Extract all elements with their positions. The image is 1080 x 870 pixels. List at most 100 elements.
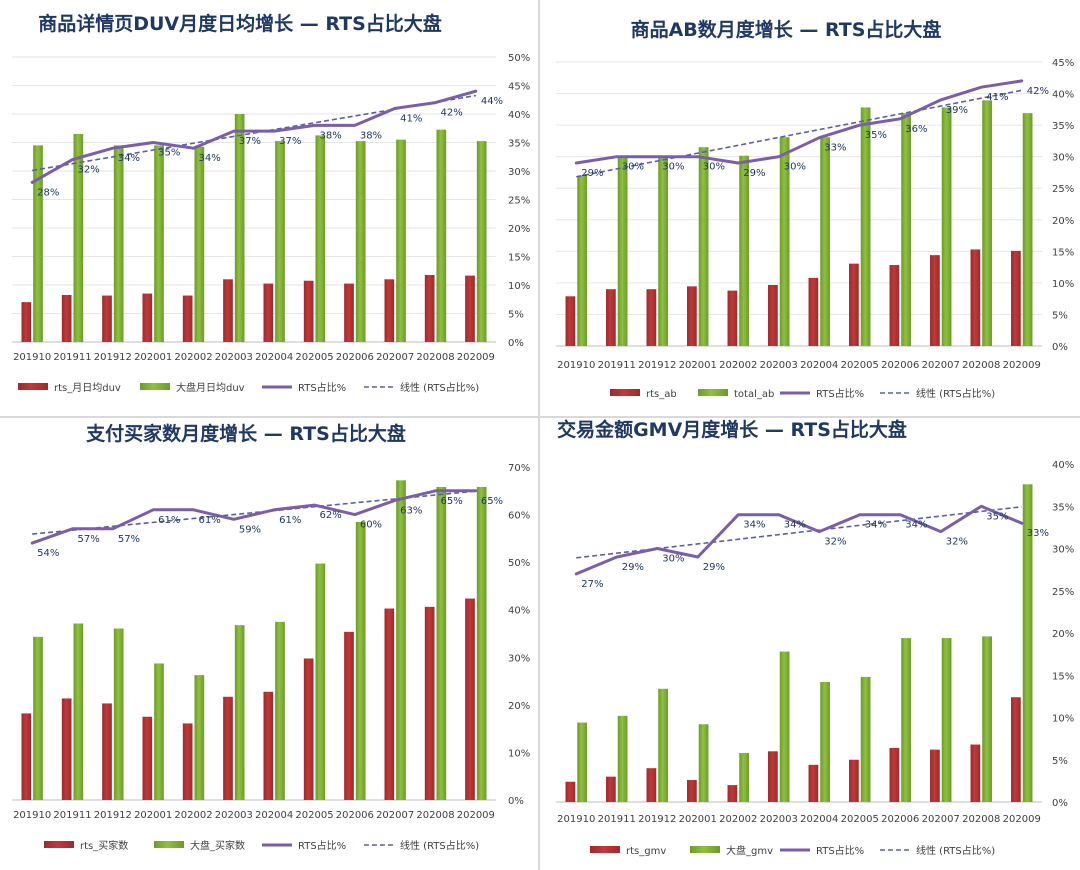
bar-rts [808,277,819,346]
ratio-data-label: 35% [158,148,180,159]
legend-label: rts_买家数 [80,839,128,852]
bar-total [154,663,164,800]
x-tick-label: 202006 [881,360,919,371]
chart-2: 商品AB数月度增长 — RTS占比大盘 0% 5% 10% 15% 20% 25% 30% 35… [556,18,1074,400]
bar-total [113,145,124,342]
y-tick-label: 20% [508,701,530,712]
bar-rts [263,283,274,342]
ratio-data-label: 57% [118,534,140,545]
y-tick-label: 5% [1052,756,1068,767]
bar-total [739,155,749,346]
y-tick-label: 0% [508,338,524,349]
y-tick-label: 50% [508,53,530,64]
ratio-data-label: 30% [784,162,806,173]
legend-label: 大盘_买家数 [190,839,245,852]
chart-title: 商品AB数月度增长 — RTS占比大盘 [631,18,942,41]
x-tick-label: 202007 [922,360,960,371]
bar-total [698,724,709,802]
x-tick-label: 202003 [760,360,798,371]
bar-rts [102,295,112,342]
legend-label: 线性 (RTS占比%) [400,839,479,852]
ratio-data-label: 34% [199,153,221,164]
ratio-data-label: 34% [905,520,927,531]
bar-total [234,114,245,342]
bar-rts [21,302,32,342]
ratio-data-label: 32% [78,165,100,176]
bar-total [436,486,447,800]
y-tick-label: 40% [508,110,530,121]
bar-rts [849,263,859,346]
legend-swatch-total [154,841,184,848]
legend-label: RTS占比% [298,839,346,852]
bar-total [941,638,952,802]
ratio-data-label: 60% [360,520,382,531]
ratio-data-label: 38% [320,130,342,141]
bar-rts [142,716,153,800]
bar-rts [727,290,738,346]
bar-rts [223,696,233,800]
ratio-data-label: 35% [865,130,887,141]
bar-rts [970,249,981,346]
ratio-data-label: 44% [481,96,503,107]
ratio-data-label: 30% [622,162,644,173]
bar-rts [303,280,314,342]
ratio-data-label: 35% [986,511,1008,522]
bar-total [73,623,84,800]
legend-swatch-total [690,846,720,853]
bar-total [396,480,406,800]
bar-rts [1011,250,1021,346]
bar-total [154,145,164,342]
y-tick-label: 35% [1052,502,1074,513]
x-tick-label: 202002 [174,810,212,821]
bar-rts [808,764,819,802]
y-tick-label: 35% [1052,121,1074,132]
bar-rts [102,703,112,800]
y-tick-label: 20% [1052,216,1074,227]
x-tick-label: 202004 [800,814,838,825]
x-tick-label: 202005 [841,814,879,825]
bar-rts [142,293,153,342]
bar-rts [61,698,72,800]
x-tick-label: 202004 [255,352,293,363]
bar-rts [182,295,193,342]
y-tick-label: 40% [508,606,530,617]
bar-rts [303,658,314,800]
legend-label: total_ab [734,389,774,400]
ratio-data-label: 29% [703,562,725,573]
bar-rts [465,598,475,800]
ratio-data-label: 42% [1027,86,1049,97]
bar-total [33,145,43,342]
ratio-data-label: 41% [986,92,1008,103]
bar-total [315,135,326,342]
y-tick-label: 30% [508,167,530,178]
x-tick-label: 202009 [457,352,495,363]
bar-rts [384,279,395,342]
legend-label: 线性 (RTS占比%) [916,844,995,857]
x-tick-label: 202004 [255,810,293,821]
bar-rts [565,781,576,802]
legend-swatch-total [140,383,170,390]
bar-total [396,139,406,342]
ratio-data-label: 33% [824,143,846,154]
x-tick-label: 201910 [557,360,595,371]
x-tick-label: 202006 [881,814,919,825]
legend-label: 大盘_gmv [726,844,773,857]
bar-total [982,100,992,346]
legend-swatch-rts [590,846,620,853]
legend-label: rts_ab [646,389,677,400]
bar-total [698,147,709,346]
bar-total [1022,484,1033,802]
ratio-data-label: 32% [824,537,846,548]
x-tick-label: 202005 [295,810,333,821]
x-tick-label: 202004 [800,360,838,371]
y-tick-label: 30% [1052,545,1074,556]
bar-rts [606,776,616,802]
vertical-divider [538,0,540,870]
ratio-data-label: 34% [865,520,887,531]
y-tick-label: 25% [1052,587,1074,598]
bar-total [275,621,285,800]
bar-rts [768,751,778,802]
x-tick-label: 201910 [13,810,51,821]
bar-rts [263,691,274,800]
